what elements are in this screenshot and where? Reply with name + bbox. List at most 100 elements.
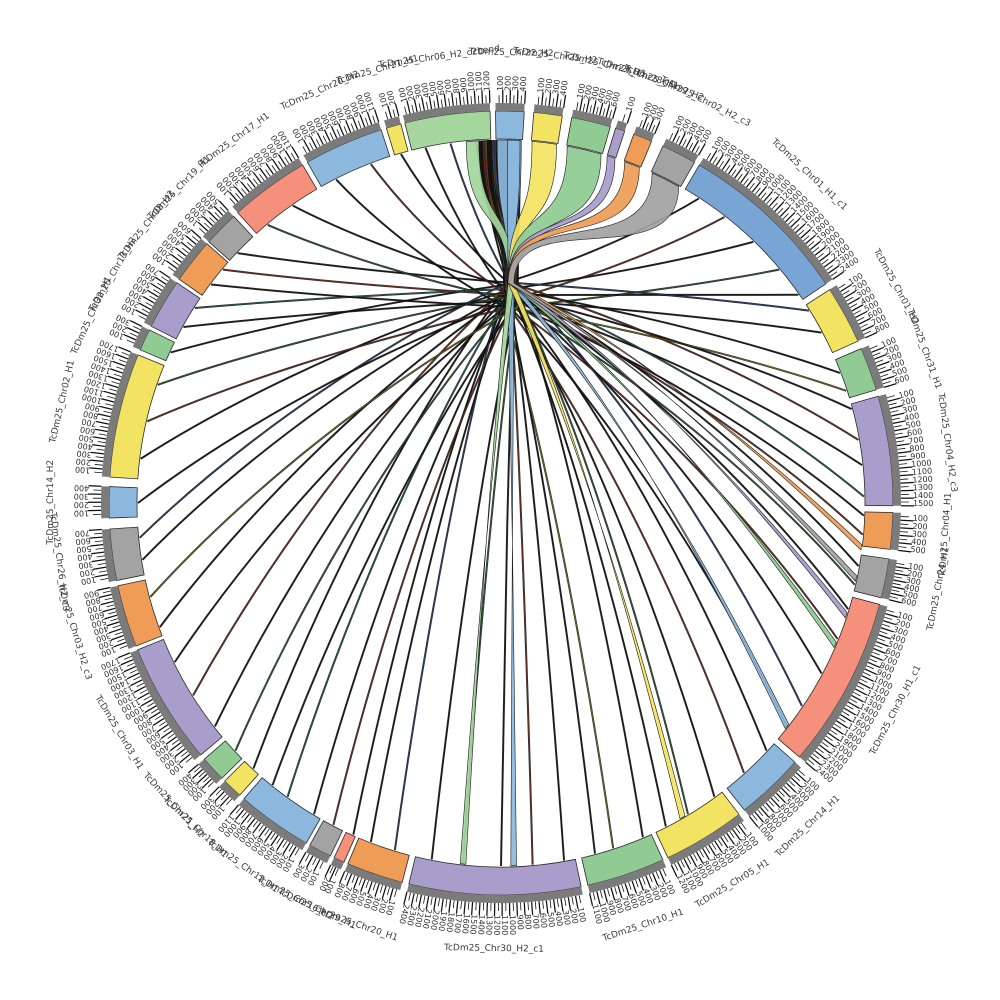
tick-label: 700 [620, 895, 633, 912]
tick-mark [316, 132, 324, 145]
tick-label: 500 [902, 589, 919, 601]
tick-mark [145, 302, 153, 307]
tick-mark [853, 691, 861, 697]
tick-mark [430, 896, 433, 905]
tick-mark [878, 634, 892, 640]
tick-label: 400 [903, 411, 920, 423]
tick-mark [589, 892, 594, 906]
tick-mark [859, 678, 868, 683]
tick-mark [103, 410, 112, 414]
tick-mark [516, 90, 519, 104]
tick-mark [605, 104, 611, 118]
tick-mark [898, 455, 907, 458]
tick-mark [881, 375, 895, 381]
tick-mark [219, 206, 226, 214]
tick-mark [451, 92, 454, 106]
tick-mark [768, 196, 779, 207]
tick-label: 600 [627, 893, 640, 910]
synteny-link-core [147, 140, 514, 422]
tick-mark [790, 217, 801, 228]
tick-mark [819, 744, 831, 754]
tick-mark [130, 679, 143, 687]
tick-mark [608, 110, 612, 119]
tick-label: 600 [538, 912, 548, 928]
tick-label: 300 [551, 79, 562, 95]
tick-mark [282, 840, 288, 848]
ideogram-strip [890, 512, 901, 551]
tick-mark [123, 665, 137, 673]
tick-mark [425, 896, 430, 910]
tick-label: 900 [83, 588, 100, 600]
tick-mark [104, 614, 118, 620]
tick-mark [215, 788, 222, 796]
tick-mark [781, 787, 792, 798]
tick-mark [343, 126, 348, 134]
chromosome-label: TcDm25_Chr04_H2_c3 [935, 392, 958, 493]
tick-mark [95, 547, 104, 550]
tick-mark [638, 878, 645, 891]
tick-mark [589, 105, 592, 114]
tick-label: 400 [911, 537, 927, 547]
tick-mark [95, 456, 104, 459]
tick-mark [759, 807, 770, 818]
tick-mark [276, 836, 282, 844]
chromosome-band [531, 111, 563, 144]
tick-mark [865, 331, 878, 339]
tick-mark [126, 339, 135, 344]
tick-mark [760, 192, 767, 200]
tick-mark [460, 901, 462, 910]
tick-mark [374, 109, 380, 123]
ideogram-strip [101, 351, 139, 478]
tick-label: 200 [906, 569, 923, 581]
chromosome-label: TcDm25_Chr31_H1 [904, 307, 943, 391]
tick-label: 1300 [484, 915, 494, 936]
tick-mark [611, 106, 617, 120]
tick-mark [436, 94, 440, 108]
tick-mark [773, 795, 780, 802]
tick-mark [99, 405, 113, 410]
tick-label: 200 [79, 567, 96, 578]
tick-mark [415, 894, 419, 903]
tick-mark [156, 724, 169, 733]
tick-mark [617, 885, 623, 899]
tick-mark [574, 895, 579, 909]
tick-mark [893, 425, 902, 428]
tick-mark [892, 582, 901, 586]
tick-mark [105, 403, 114, 407]
tick-label: 100 [74, 509, 89, 518]
tick-mark [271, 158, 281, 171]
tick-mark [863, 330, 872, 335]
chromosome-band [566, 116, 611, 154]
chromosome-band [109, 354, 165, 480]
tick-mark [740, 171, 749, 184]
tick-mark [352, 117, 359, 130]
tick-label: 600 [893, 373, 910, 386]
ideogram-strip [861, 345, 884, 390]
tick-mark [844, 290, 856, 299]
ideogram-strip [130, 649, 201, 761]
tick-label: 800 [85, 595, 102, 607]
tick-mark [812, 753, 820, 760]
tick-mark [366, 112, 373, 125]
tick-mark [559, 99, 562, 108]
tick-mark [458, 92, 462, 106]
tick-mark [433, 100, 436, 109]
chromosome-band [347, 837, 410, 883]
tick-mark [900, 481, 914, 484]
tick-mark [182, 247, 189, 254]
chromosome-band [139, 329, 175, 362]
tick-mark [832, 271, 844, 280]
tick-mark [97, 586, 111, 591]
tick-mark [433, 897, 437, 911]
tick-mark [711, 842, 717, 850]
tick-label: 200 [385, 89, 398, 106]
ideogram-strip [100, 486, 110, 519]
tick-mark [680, 860, 685, 868]
tick-mark [214, 791, 225, 802]
tick-mark [235, 806, 242, 814]
tick-mark [163, 727, 171, 733]
tick-mark [555, 93, 559, 107]
tick-mark [192, 235, 199, 242]
tick-mark [218, 200, 229, 211]
tick-mark [596, 891, 601, 905]
